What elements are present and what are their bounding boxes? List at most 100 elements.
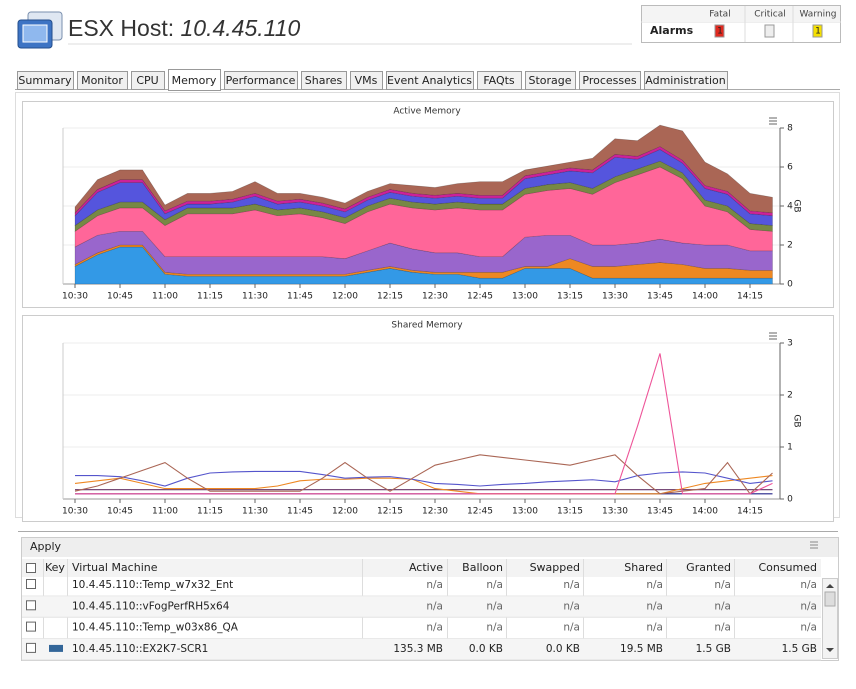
tab[interactable] — [168, 69, 221, 91]
tab[interactable] — [301, 71, 347, 90]
table-cell: n/a — [486, 622, 503, 634]
table-cell: n/a — [426, 579, 443, 591]
table-cell: n/a — [646, 579, 663, 591]
table-cell: 0.0 KB — [469, 643, 503, 655]
tab-label[interactable]: CPU — [136, 74, 158, 87]
x-tick-label: 12:30 — [422, 292, 448, 302]
x-tick-label: 11:30 — [242, 292, 268, 302]
chart-menu-icon[interactable] — [769, 117, 777, 125]
tab[interactable] — [644, 71, 728, 90]
tab[interactable] — [77, 71, 128, 90]
row-checkbox[interactable] — [26, 621, 36, 632]
tab-label[interactable]: Processes — [582, 74, 636, 87]
y-tick-label: 0 — [787, 280, 793, 290]
x-tick-label: 12:45 — [467, 292, 493, 302]
tab[interactable] — [579, 71, 641, 90]
column-header[interactable]: Balloon — [462, 561, 503, 574]
x-tick-label: 13:30 — [602, 292, 628, 302]
tab[interactable] — [350, 71, 383, 90]
table-cell: n/a — [646, 622, 663, 634]
x-tick-label: 12:30 — [422, 507, 448, 517]
column-header[interactable]: Consumed — [758, 561, 817, 574]
tab-label[interactable]: Shares — [305, 74, 343, 87]
chart-menu-icon[interactable] — [769, 332, 777, 340]
y-tick-label: 2 — [787, 241, 793, 251]
column-header[interactable]: Virtual Machine — [72, 561, 158, 574]
x-tick-label: 11:45 — [287, 507, 313, 517]
table-cell: n/a — [563, 600, 580, 612]
x-tick-label: 13:15 — [557, 507, 583, 517]
series-line — [75, 470, 773, 487]
tab-label[interactable]: Memory — [172, 74, 217, 87]
row-stripe — [22, 596, 821, 618]
y-tick-label: 6 — [787, 163, 793, 173]
apply-button[interactable]: Apply — [30, 540, 62, 553]
column-header[interactable]: Swapped — [530, 561, 580, 574]
tab-label[interactable]: Event Analytics — [387, 74, 472, 87]
chart-title: Active Memory — [393, 107, 461, 117]
table-cell: n/a — [646, 600, 663, 612]
table-cell: 10.4.45.110::Temp_w03x86_QA — [72, 622, 239, 634]
series-line — [74, 454, 773, 495]
x-tick-label: 11:15 — [197, 292, 223, 302]
x-tick-label: 13:45 — [647, 507, 673, 517]
alarm-header: Warning — [799, 10, 836, 20]
tab-label[interactable]: Administration — [645, 74, 726, 87]
chart-panel — [22, 315, 834, 522]
row-checkbox[interactable] — [26, 579, 36, 589]
table-cell: n/a — [563, 579, 580, 591]
alarm-box: Alarms — [641, 5, 841, 43]
tab[interactable] — [224, 71, 298, 90]
alarm-header: Critical — [754, 10, 785, 20]
row-checkbox[interactable] — [26, 600, 36, 611]
x-tick-label: 10:30 — [62, 507, 88, 517]
table-cell: 135.3 MB — [393, 643, 443, 655]
x-tick-label: 14:00 — [692, 292, 718, 302]
tab[interactable] — [477, 71, 522, 90]
table-cell: n/a — [486, 600, 503, 612]
x-tick-label: 13:15 — [557, 292, 583, 302]
table-cell: n/a — [800, 579, 817, 591]
tab-label[interactable]: Storage — [528, 74, 571, 87]
tab[interactable] — [386, 71, 474, 90]
column-header[interactable]: Key — [45, 561, 65, 574]
table-cell: 1.5 GB — [696, 643, 731, 655]
tab[interactable] — [131, 71, 165, 90]
y-tick-label: 8 — [787, 124, 793, 134]
column-header[interactable]: Shared — [624, 561, 663, 574]
alarm-swatch — [714, 24, 725, 38]
x-tick-label: 14:00 — [692, 507, 718, 517]
tab-label[interactable]: VMs — [355, 74, 378, 87]
y-tick-label: 0 — [787, 495, 793, 505]
column-header[interactable]: Granted — [686, 561, 731, 574]
x-tick-label: 10:30 — [62, 292, 88, 302]
y-tick-label: 2 — [787, 391, 793, 401]
table-cell: n/a — [426, 622, 443, 634]
table-cell: 10.4.45.110::Temp_w7x32_Ent — [72, 579, 233, 591]
table-cell: n/a — [800, 600, 817, 612]
title-label: ESX Host: — [68, 15, 174, 41]
host-ip: 10.4.45.110 — [181, 15, 301, 41]
tab-label[interactable]: FAQts — [483, 74, 515, 87]
table-cell: 19.5 MB — [620, 643, 663, 655]
host-icon — [17, 11, 63, 49]
x-tick-label: 14:15 — [737, 507, 763, 517]
x-tick-label: 11:30 — [242, 507, 268, 517]
tab-label[interactable]: Performance — [226, 74, 296, 87]
series-line — [74, 475, 773, 495]
table-cell: n/a — [486, 579, 503, 591]
column-header[interactable]: Active — [409, 561, 443, 574]
tab[interactable] — [525, 71, 576, 90]
x-tick-label: 11:00 — [152, 507, 178, 517]
tab-label[interactable]: Summary — [18, 74, 72, 87]
table-cell: 0.0 KB — [546, 643, 580, 655]
row-checkbox[interactable] — [26, 642, 36, 653]
table-cell: n/a — [563, 622, 580, 634]
tab-label[interactable]: Monitor — [81, 74, 123, 87]
table-cell: n/a — [714, 579, 731, 591]
x-tick-label: 10:45 — [107, 507, 133, 517]
x-tick-label: 13:45 — [647, 292, 673, 302]
table-cell: n/a — [714, 600, 731, 612]
tab[interactable] — [17, 71, 74, 90]
